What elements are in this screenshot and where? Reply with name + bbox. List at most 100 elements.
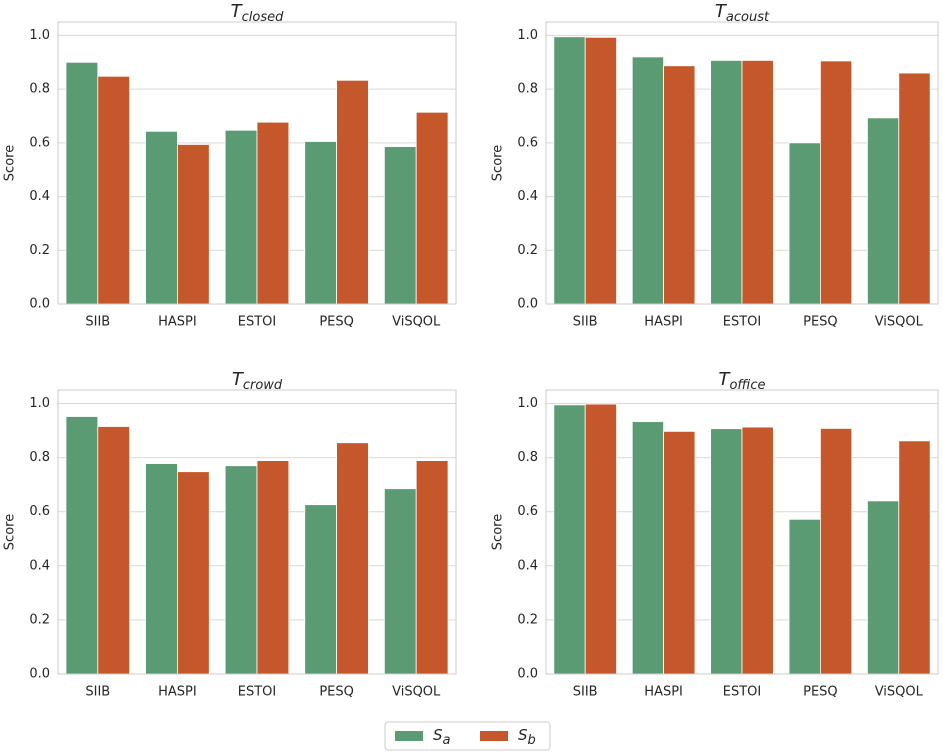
- x-tick-label: PESQ: [803, 315, 838, 330]
- chart-title: Tacoust: [715, 1, 770, 25]
- bar: [788, 518, 821, 675]
- bar: [304, 504, 338, 675]
- bar: [584, 36, 617, 305]
- x-tick-label: HASPI: [644, 685, 683, 700]
- y-tick-label: 0.8: [517, 82, 538, 97]
- x-tick-label: ESTOI: [238, 685, 276, 700]
- y-tick-label: 0.8: [517, 450, 538, 465]
- bar: [97, 75, 131, 305]
- y-tick-label: 1.0: [517, 28, 538, 43]
- bar: [820, 60, 853, 305]
- bar: [145, 130, 178, 305]
- chart-title: Tcrowd: [232, 369, 283, 393]
- plot-frame: [545, 389, 939, 675]
- x-tick-label: PESQ: [319, 685, 354, 700]
- y-axis-label: Score: [491, 514, 506, 550]
- bar: [224, 465, 258, 675]
- y-tick-label: 0.2: [517, 243, 538, 258]
- x-tick-label: SIIB: [573, 315, 598, 330]
- bar: [788, 142, 821, 305]
- y-tick-label: 0.0: [517, 667, 538, 682]
- legend-label-main: S: [518, 726, 528, 744]
- chart-title-main: T: [232, 369, 245, 390]
- x-tick-label: ViSQOL: [392, 315, 441, 330]
- y-tick-label: 0.8: [29, 82, 50, 97]
- x-tick-label: ViSQOL: [875, 685, 924, 700]
- bar: [65, 61, 99, 305]
- bar: [820, 428, 853, 675]
- chart-title-main: T: [718, 369, 731, 390]
- legend-label: Sa: [433, 726, 451, 748]
- bar: [304, 141, 338, 305]
- chart-title-subscript: crowd: [243, 378, 283, 393]
- y-tick-label: 0.6: [517, 135, 538, 150]
- x-tick-label: ESTOI: [238, 315, 276, 330]
- bar: [145, 463, 178, 675]
- plot-frame: [57, 389, 457, 675]
- chart-title: Toffice: [718, 369, 765, 393]
- y-tick-label: 0.4: [517, 558, 538, 573]
- legend-label: Sb: [518, 726, 536, 748]
- bar: [553, 36, 586, 305]
- legend-label-subscript: a: [443, 733, 451, 748]
- x-tick-label: ESTOI: [723, 685, 761, 700]
- y-tick-label: 0.0: [517, 297, 538, 312]
- chart-title: Tclosed: [231, 1, 284, 25]
- y-tick-label: 0.8: [29, 450, 50, 465]
- x-tick-label: HASPI: [158, 685, 197, 700]
- bar: [898, 440, 931, 675]
- x-tick-label: SIIB: [573, 685, 598, 700]
- bar: [176, 144, 210, 305]
- chart-title-main: T: [715, 1, 728, 22]
- bar: [256, 121, 290, 305]
- x-tick-label: ViSQOL: [875, 315, 924, 330]
- bar: [415, 460, 449, 675]
- legend-label-main: S: [433, 726, 443, 744]
- y-tick-label: 0.6: [29, 135, 50, 150]
- bar: [383, 488, 417, 675]
- bar: [710, 60, 743, 305]
- y-axis-label: Score: [3, 145, 18, 181]
- y-tick-label: 0.2: [29, 612, 50, 627]
- y-tick-label: 1.0: [29, 28, 50, 43]
- legend-swatch: [395, 731, 423, 741]
- plot-frame: [545, 21, 939, 305]
- bar: [584, 403, 617, 675]
- y-tick-label: 1.0: [29, 396, 50, 411]
- plot-frame: [57, 21, 457, 305]
- y-tick-label: 0.4: [517, 189, 538, 204]
- y-tick-label: 0.2: [29, 243, 50, 258]
- bar: [867, 500, 900, 675]
- legend-label-subscript: b: [528, 733, 536, 748]
- bar: [663, 430, 696, 675]
- x-tick-label: ViSQOL: [392, 685, 441, 700]
- y-tick-label: 0.4: [29, 189, 50, 204]
- bar: [631, 56, 664, 305]
- bar: [663, 65, 696, 305]
- x-tick-label: SIIB: [85, 315, 110, 330]
- y-tick-label: 0.6: [517, 504, 538, 519]
- x-tick-label: PESQ: [319, 315, 354, 330]
- bar: [256, 460, 290, 675]
- x-tick-label: HASPI: [158, 315, 197, 330]
- bar: [710, 428, 743, 675]
- legend-frame: [384, 721, 551, 751]
- y-tick-label: 0.6: [29, 504, 50, 519]
- x-tick-label: HASPI: [644, 315, 683, 330]
- bar: [898, 72, 931, 305]
- y-axis-label: Score: [3, 514, 18, 550]
- x-tick-label: SIIB: [85, 685, 110, 700]
- bar: [741, 426, 774, 675]
- bar: [631, 421, 664, 675]
- x-tick-label: ESTOI: [723, 315, 761, 330]
- chart-title-subscript: office: [729, 378, 765, 393]
- bar: [867, 117, 900, 305]
- chart-title-subscript: closed: [242, 10, 284, 25]
- y-tick-label: 0.4: [29, 558, 50, 573]
- bar: [415, 111, 449, 305]
- y-axis-label: Score: [491, 145, 506, 181]
- bar: [65, 416, 99, 675]
- bar: [176, 471, 210, 675]
- bar: [383, 146, 417, 305]
